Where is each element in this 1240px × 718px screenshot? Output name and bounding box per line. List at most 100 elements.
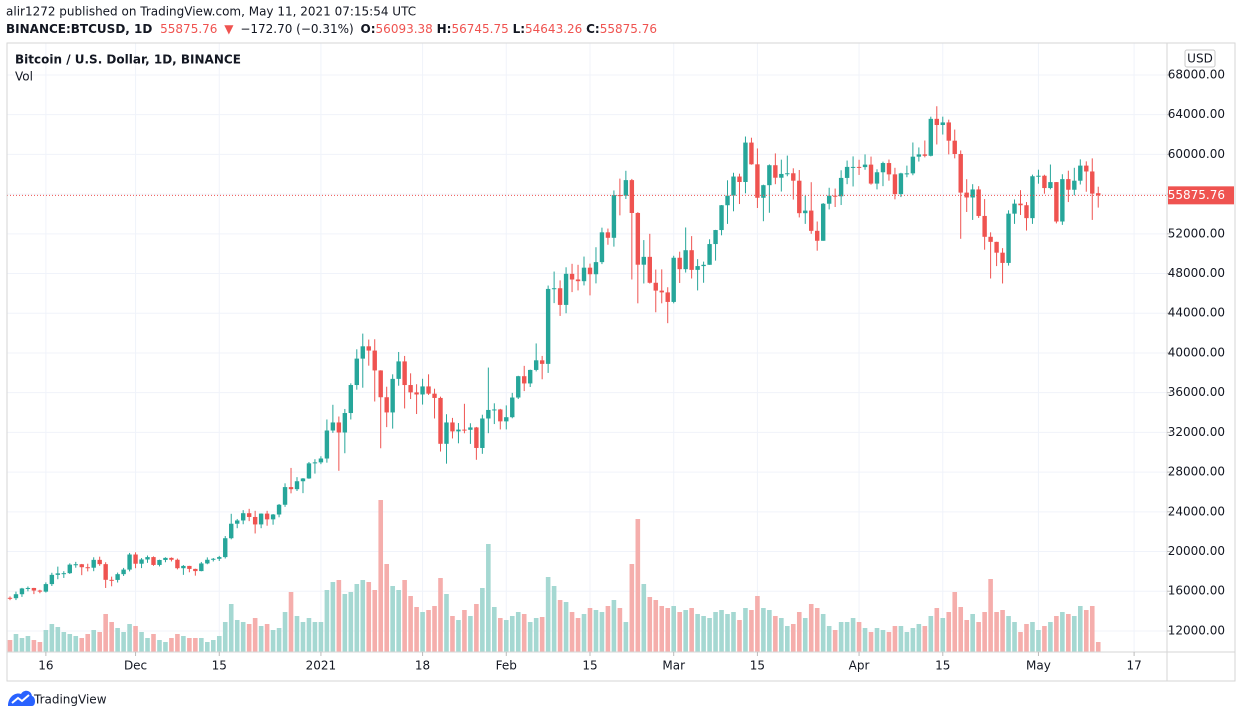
ohlc-label: C: — [586, 22, 600, 36]
volume-bar — [599, 612, 605, 652]
candle-body — [761, 185, 766, 198]
volume-bar — [175, 634, 180, 652]
candle-body — [510, 397, 515, 418]
candle-body — [139, 559, 144, 564]
volume-bar — [1012, 622, 1017, 652]
candle-body — [444, 422, 449, 444]
candle-body — [832, 195, 838, 197]
volume-bar — [37, 642, 43, 652]
candle-body — [527, 369, 533, 384]
volume-bar — [264, 624, 270, 652]
frame — [6, 42, 1236, 682]
volume-bar — [910, 628, 916, 652]
candle-body — [737, 176, 742, 182]
y-tick-label: 68000.00 — [1168, 67, 1225, 81]
candle-body — [450, 422, 455, 432]
candle-body — [223, 538, 228, 558]
volume-bar — [922, 626, 928, 652]
candle-body — [342, 413, 348, 433]
volume-bar — [300, 622, 306, 652]
candle-body — [492, 409, 497, 411]
x-tick-label: 15 — [212, 659, 227, 673]
volume-bar — [838, 622, 844, 652]
candle-body — [240, 513, 246, 521]
candle-body — [611, 195, 617, 238]
candle-body — [486, 409, 491, 419]
currency-box[interactable] — [1184, 49, 1216, 68]
candle-body — [414, 392, 419, 395]
volume-bar — [85, 634, 91, 652]
volume-bar — [258, 626, 264, 652]
candle-body — [372, 350, 377, 371]
candle-body — [1012, 203, 1017, 214]
candle-body — [689, 250, 694, 270]
ohlc-label: H: — [437, 22, 452, 36]
candle-body — [892, 174, 898, 195]
chart-title: Bitcoin / U.S. Dollar, 1D, BINANCE — [15, 53, 241, 67]
volume-bar — [641, 584, 647, 652]
candle-body — [826, 195, 832, 204]
candle-body — [103, 564, 108, 580]
volume-bar — [521, 614, 527, 652]
volume-bar — [946, 612, 952, 652]
candle-body — [731, 176, 736, 196]
volume-bar — [886, 632, 892, 652]
volume-bar — [647, 597, 653, 652]
volume-bar — [1048, 622, 1053, 652]
candle-body — [563, 273, 569, 305]
volume-bar — [91, 630, 97, 652]
volume-bar — [139, 632, 144, 652]
candle-body — [653, 282, 658, 291]
volume-bar — [306, 618, 312, 652]
volume-bar — [282, 612, 288, 652]
candle-body — [1054, 182, 1059, 222]
volume-bar — [737, 620, 742, 652]
candle-body — [749, 142, 754, 165]
volume-bar — [557, 600, 563, 652]
candle-body — [330, 422, 336, 431]
volume-bar — [497, 618, 503, 652]
volume-bar — [533, 618, 539, 652]
candle-body — [19, 588, 25, 595]
volume-bar — [1000, 610, 1005, 652]
candle-body — [252, 516, 258, 525]
volume-bar — [850, 618, 856, 652]
candle-body — [193, 568, 198, 572]
volume-bar — [384, 564, 389, 652]
volume-bar — [414, 607, 419, 652]
candle-body — [348, 385, 354, 414]
candle-body — [438, 397, 443, 444]
candle-body — [1018, 203, 1023, 206]
candle-body — [862, 164, 868, 168]
volume-bar — [605, 606, 611, 652]
volume-bar — [563, 602, 569, 652]
volume-bar — [856, 622, 862, 652]
candle-body — [402, 361, 407, 386]
candle-body — [276, 504, 282, 515]
volume-bar — [719, 610, 724, 652]
volume-bar — [222, 622, 228, 652]
candle-body — [880, 163, 886, 173]
volume-bar — [133, 626, 138, 652]
candle-body — [366, 346, 371, 351]
volume-bar — [468, 616, 473, 652]
candle-body — [1030, 176, 1035, 219]
volume-bar — [832, 630, 838, 652]
candle-body — [235, 520, 240, 524]
volume-bar — [199, 638, 204, 652]
volume-bar — [701, 616, 706, 652]
volume-bar — [509, 616, 515, 652]
quote-line: BINANCE:BTCUSD, 1D 55875.76 ▼ −172.70 (−… — [6, 22, 657, 36]
volume-bar — [743, 608, 748, 652]
volume-bar — [228, 604, 234, 652]
volume-bar — [318, 622, 324, 652]
candle-body — [910, 156, 916, 174]
volume-bar — [240, 622, 246, 652]
volume-bar — [336, 580, 342, 652]
candle-body — [1042, 175, 1047, 189]
candle-body — [557, 288, 563, 305]
candle-body — [318, 458, 324, 463]
candle-body — [539, 360, 545, 364]
volume-bar — [1054, 616, 1059, 652]
